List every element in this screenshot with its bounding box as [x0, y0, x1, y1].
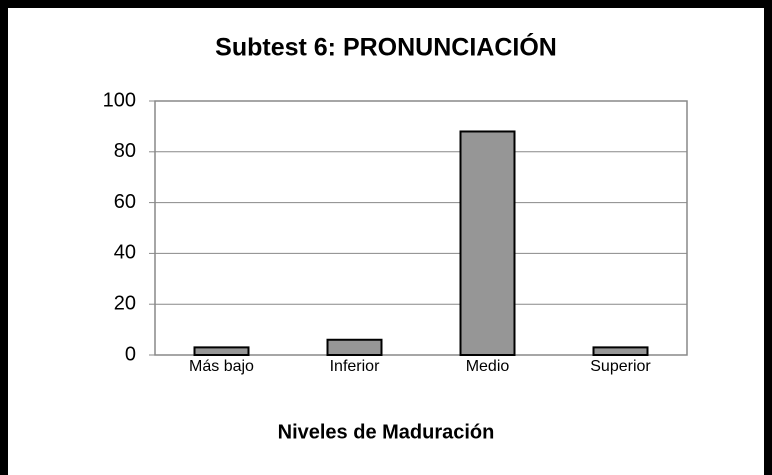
- x-tick-label: Superior: [590, 358, 651, 375]
- bar: [193, 346, 250, 357]
- x-tick-label: Inferior: [330, 358, 380, 375]
- y-tick-label: 80: [114, 140, 136, 162]
- bar: [592, 346, 649, 357]
- y-tick-label: 20: [114, 292, 136, 314]
- y-tick-label: 100: [103, 89, 136, 111]
- x-tick-label: Medio: [466, 358, 510, 375]
- y-tick-label: 60: [114, 191, 136, 213]
- bar: [326, 338, 383, 357]
- x-tick-label: Más bajo: [189, 358, 254, 375]
- y-tick-label: 40: [114, 242, 136, 264]
- plot-border: [154, 100, 688, 356]
- bar: [459, 130, 516, 356]
- x-axis-label: Niveles de Maduración: [278, 421, 495, 443]
- y-tick-label: 0: [125, 343, 136, 365]
- chart-title: Subtest 6: PRONUNCIACIÓN: [215, 32, 557, 62]
